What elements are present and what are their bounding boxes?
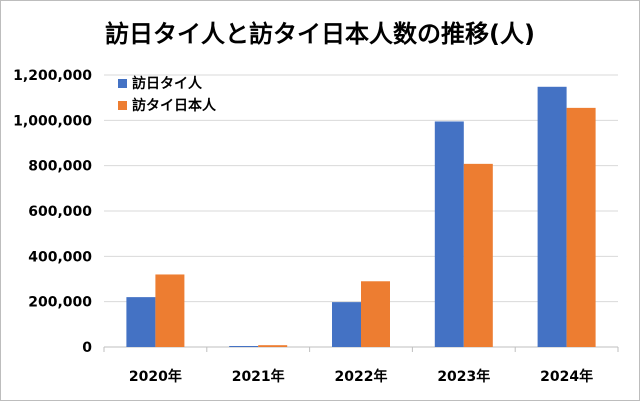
chart-title: 訪日タイ人と訪タイ日本人数の推移(人) <box>105 20 535 48</box>
x-tick-label: 2022年 <box>335 368 388 385</box>
bar-thai-visitors-to-japan <box>126 297 156 347</box>
bar-thai-visitors-to-japan <box>537 86 567 347</box>
gridlines <box>104 74 618 348</box>
bar-japanese-visitors-to-thailand <box>258 345 288 347</box>
bar-japanese-visitors-to-thailand <box>155 274 185 347</box>
y-tick-label: 0 <box>82 340 92 356</box>
bar-thai-visitors-to-japan <box>229 346 259 347</box>
y-axis-ticks: 0 200,000 400,000 600,000 800,000 1,000,000 1,… <box>13 68 92 356</box>
bar-japanese-visitors-to-thailand <box>463 163 493 347</box>
y-tick-label: 1,200,000 <box>13 68 92 84</box>
x-tick-label: 2024年 <box>540 368 593 385</box>
bar-japanese-visitors-to-thailand <box>361 281 390 347</box>
bar-japanese-visitors-to-thailand <box>566 107 596 347</box>
x-tick-label: 2021年 <box>232 368 285 385</box>
y-tick-label: 200,000 <box>28 295 92 311</box>
y-tick-label: 1,000,000 <box>13 113 92 129</box>
bar-thai-visitors-to-japan <box>434 121 464 347</box>
legend-label: 訪タイ日本人 <box>132 97 217 114</box>
y-tick-label: 600,000 <box>28 204 92 220</box>
bar-thai-visitors-to-japan <box>332 302 361 347</box>
legend-swatch <box>118 101 127 110</box>
bars <box>126 86 596 347</box>
legend-label: 訪日タイ人 <box>132 75 203 92</box>
y-tick-label: 800,000 <box>28 159 92 175</box>
legend-swatch <box>118 79 127 88</box>
x-axis: 2020年 2021年 2022年 2023年 2024年 <box>103 347 619 385</box>
y-tick-label: 400,000 <box>28 249 92 265</box>
x-tick-label: 2023年 <box>437 368 490 385</box>
x-tick-label: 2020年 <box>129 368 182 385</box>
